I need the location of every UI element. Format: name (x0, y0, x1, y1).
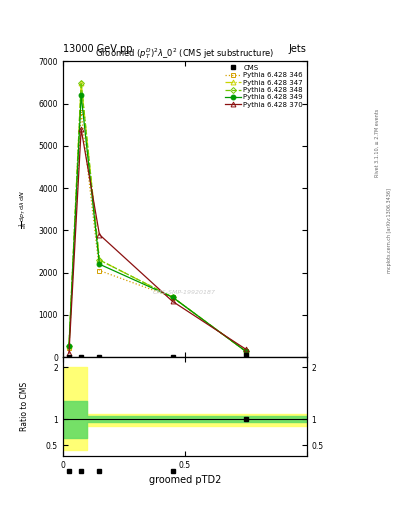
Pythia 6.428 346 (67, 345, 72, 351)
Pythia 6.428 349 (170, 294, 175, 300)
Line: Pythia 6.428 349: Pythia 6.428 349 (66, 93, 248, 354)
CMS (170, 354, 175, 360)
Pythia 6.428 349 (97, 261, 102, 267)
Pythia 6.428 348 (67, 343, 72, 349)
CMS (243, 352, 248, 358)
Line: Pythia 6.428 347: Pythia 6.428 347 (66, 80, 248, 354)
Pythia 6.428 346 (170, 294, 175, 300)
X-axis label: groomed pTD2: groomed pTD2 (149, 475, 221, 485)
Text: mcplots.cern.ch [arXiv:1306.3436]: mcplots.cern.ch [arXiv:1306.3436] (387, 188, 391, 273)
Text: Rivet 3.1.10, ≥ 2.7M events: Rivet 3.1.10, ≥ 2.7M events (375, 109, 380, 178)
Pythia 6.428 346 (243, 348, 248, 354)
Line: Pythia 6.428 346: Pythia 6.428 346 (66, 110, 248, 354)
Pythia 6.428 348 (170, 294, 175, 300)
Pythia 6.428 349 (67, 343, 72, 349)
Pythia 6.428 347 (79, 79, 84, 86)
Line: Pythia 6.428 370: Pythia 6.428 370 (66, 126, 248, 356)
Pythia 6.428 349 (243, 348, 248, 354)
Pythia 6.428 347 (67, 343, 72, 349)
Y-axis label: Ratio to CMS: Ratio to CMS (20, 382, 29, 431)
Pythia 6.428 349 (79, 92, 84, 98)
Pythia 6.428 370 (243, 346, 248, 352)
CMS (67, 354, 72, 360)
Pythia 6.428 348 (97, 257, 102, 263)
Line: CMS: CMS (67, 353, 248, 359)
Legend: CMS, Pythia 6.428 346, Pythia 6.428 347, Pythia 6.428 348, Pythia 6.428 349, Pyt: CMS, Pythia 6.428 346, Pythia 6.428 347,… (224, 63, 305, 109)
CMS (97, 354, 102, 360)
Line: Pythia 6.428 348: Pythia 6.428 348 (67, 80, 248, 353)
Text: 13000 GeV pp: 13000 GeV pp (63, 44, 132, 54)
Text: CMS-SMP-19920187: CMS-SMP-19920187 (153, 290, 216, 294)
Pythia 6.428 347 (97, 257, 102, 263)
Pythia 6.428 370 (97, 231, 102, 238)
Pythia 6.428 347 (170, 294, 175, 300)
Title: Groomed $(p_T^D)^2\lambda\_0^2$ (CMS jet substructure): Groomed $(p_T^D)^2\lambda\_0^2$ (CMS jet… (95, 47, 274, 61)
Y-axis label: $\frac{1}{\mathrm{d}N}\,\mathrm{d}p_T\,\mathrm{d}\lambda\,\mathrm{d}N$: $\frac{1}{\mathrm{d}N}\,\mathrm{d}p_T\,\… (17, 190, 29, 229)
Pythia 6.428 346 (79, 109, 84, 115)
Pythia 6.428 348 (79, 79, 84, 86)
CMS (79, 354, 84, 360)
Pythia 6.428 346 (97, 267, 102, 273)
Pythia 6.428 370 (67, 350, 72, 356)
Pythia 6.428 370 (170, 298, 175, 305)
Text: Jets: Jets (289, 44, 307, 54)
Pythia 6.428 347 (243, 348, 248, 354)
Pythia 6.428 370 (79, 126, 84, 132)
Pythia 6.428 348 (243, 348, 248, 354)
